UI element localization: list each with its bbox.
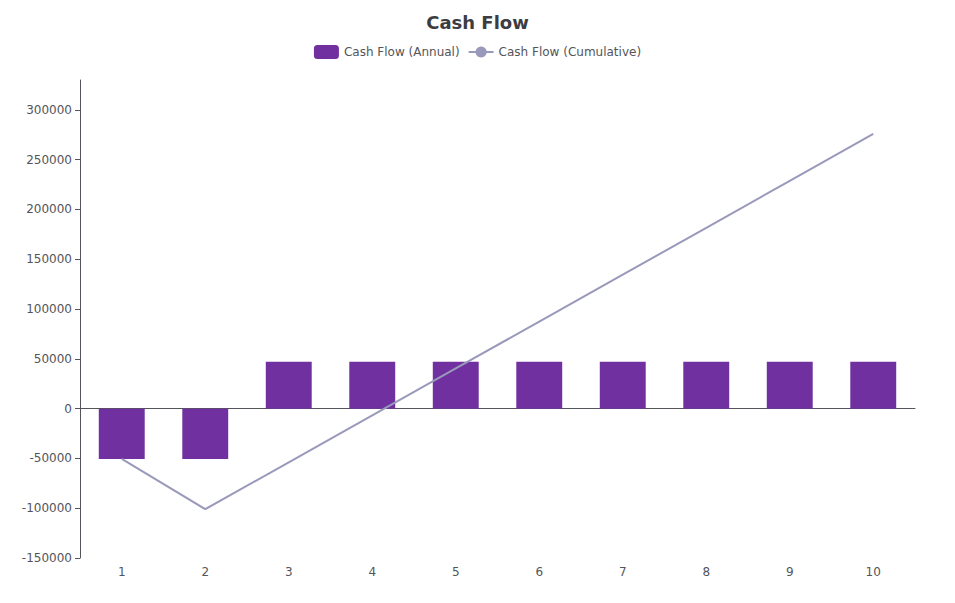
- svg-text:7: 7: [619, 565, 627, 579]
- svg-text:Cash Flow (Annual): Cash Flow (Annual): [344, 45, 460, 59]
- svg-text:3: 3: [285, 565, 293, 579]
- svg-text:0: 0: [64, 402, 72, 416]
- svg-text:10: 10: [866, 565, 881, 579]
- svg-text:-150000: -150000: [22, 551, 72, 565]
- svg-text:4: 4: [368, 565, 376, 579]
- svg-text:100000: 100000: [26, 302, 72, 316]
- svg-text:6: 6: [535, 565, 543, 579]
- svg-text:1: 1: [118, 565, 126, 579]
- svg-text:Cash Flow (Cumulative): Cash Flow (Cumulative): [499, 45, 641, 59]
- svg-text:250000: 250000: [26, 153, 72, 167]
- svg-text:8: 8: [702, 565, 710, 579]
- svg-text:-100000: -100000: [22, 501, 72, 515]
- svg-text:-50000: -50000: [29, 451, 72, 465]
- svg-text:300000: 300000: [26, 103, 72, 117]
- svg-text:50000: 50000: [34, 352, 72, 366]
- svg-text:9: 9: [786, 565, 794, 579]
- svg-text:200000: 200000: [26, 202, 72, 216]
- svg-text:2: 2: [201, 565, 209, 579]
- svg-text:5: 5: [452, 565, 460, 579]
- svg-text:Cash Flow: Cash Flow: [426, 12, 529, 33]
- svg-text:150000: 150000: [26, 252, 72, 266]
